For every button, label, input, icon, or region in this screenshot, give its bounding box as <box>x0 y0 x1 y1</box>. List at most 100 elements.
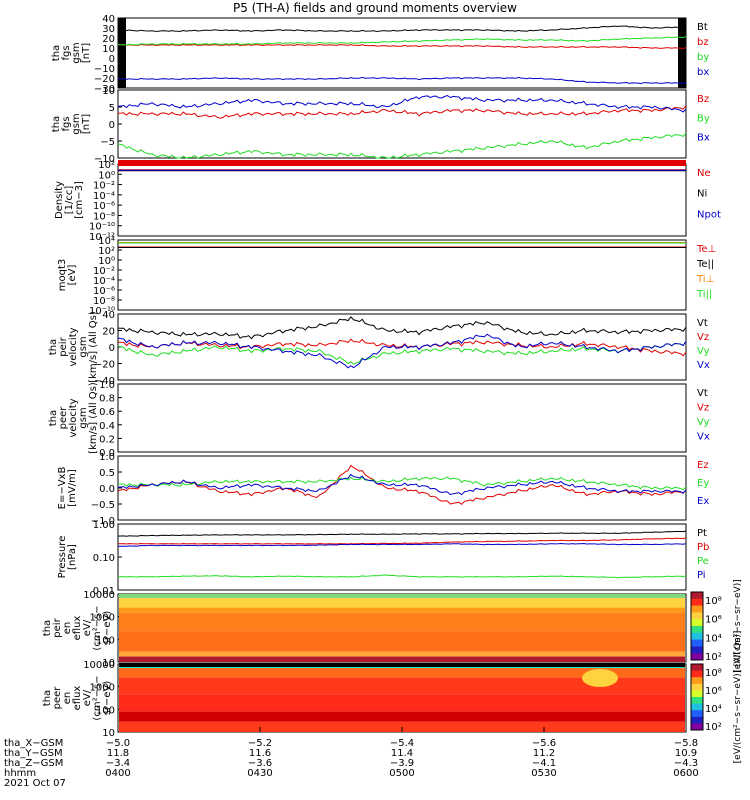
y-axis-label: [mV/m] <box>67 469 78 507</box>
y-tick-label: 10 <box>102 728 115 739</box>
series-line-By <box>117 132 687 159</box>
y-tick-label: 0.2 <box>99 434 115 445</box>
y-axis-label: eV/ <box>82 689 93 706</box>
series-line-bz <box>118 43 687 50</box>
legend-Vx: Vx <box>697 432 710 443</box>
spectrogram-band <box>119 598 685 608</box>
colorbar: 10⁸ 10⁶ 10⁴ 10² [eV/(cm²−s−sr−eV)] <box>690 579 743 673</box>
panel-frame <box>117 163 687 237</box>
panel-2: 10 5 0 −5 −10 tha fgs gsm [nT] Bz By Bx <box>51 86 710 165</box>
y-tick-label: −10 <box>94 64 115 75</box>
y-axis-label: en <box>62 622 73 635</box>
legend-Vt: Vt <box>697 318 708 329</box>
legend-Vz: Vz <box>697 332 709 343</box>
legend-Ti||: Ti|| <box>696 289 712 300</box>
spectrogram-band <box>119 656 685 662</box>
y-tick-label: 20 <box>102 327 115 338</box>
colorbar-swatch <box>691 697 703 705</box>
y-tick-label: 40 <box>102 14 115 25</box>
y-axis-label: [1/cc] <box>64 186 75 215</box>
colorbar-frame <box>690 591 704 661</box>
x-tick-label: −5.2 <box>248 738 272 749</box>
y-tick-label: −10 <box>94 154 115 165</box>
data-gap-bar <box>678 18 686 88</box>
colorbar-label: [eV/(cm²−s−sr−eV)] (All Qs)] <box>733 631 743 764</box>
x-tick-label: −5.6 <box>532 738 556 749</box>
panel-frame <box>117 455 687 521</box>
y-axis-label: eflux <box>72 616 83 641</box>
legend-Ex: Ex <box>697 496 709 507</box>
legend-Npot: Npot <box>697 209 721 220</box>
series-line-by <box>117 36 687 46</box>
y-axis-label: [cm−3] <box>74 181 85 219</box>
series-line-Ez <box>117 464 687 505</box>
y-tick-label: 0.01 <box>93 586 115 597</box>
y-tick-label: 20 <box>102 34 115 45</box>
y-tick-label: 10⁻² <box>93 181 115 192</box>
x-tick-label: −3.4 <box>106 758 130 769</box>
legend-Bx: Bx <box>697 133 710 144</box>
spectrogram-band <box>119 631 685 652</box>
y-tick-label: 10 <box>102 44 115 55</box>
colorbar-tick-label: 10⁶ <box>705 686 722 697</box>
legend-Ey: Ey <box>697 478 709 489</box>
x-tick-label: 0530 <box>531 768 556 779</box>
y-tick-label: 0 <box>109 54 115 65</box>
legend-Vx: Vx <box>697 360 710 371</box>
x-row-label: hhmm <box>4 768 36 779</box>
x-tick-label: −4.3 <box>674 758 698 769</box>
legend-Pi: Pi <box>697 570 706 581</box>
legend-Bz: Bz <box>697 94 709 105</box>
colorbar-swatch <box>691 612 703 620</box>
legend-bz: bz <box>697 37 709 48</box>
y-tick-label: 1000 <box>90 683 115 694</box>
legend-Vt: Vt <box>697 388 708 399</box>
y-tick-label: 10 <box>102 658 115 669</box>
colorbar-tick-label: 10² <box>705 722 722 733</box>
y-axis-label: Pressure <box>57 536 68 579</box>
x-tick-label: −3.9 <box>390 758 414 769</box>
x-tick-label: 10.9 <box>675 748 697 759</box>
colorbar-swatch <box>691 723 703 731</box>
spectrogram-band <box>119 721 685 732</box>
y-axis-label: fgs <box>61 45 72 60</box>
spectrogram-band <box>119 613 685 632</box>
colorbar-swatch <box>691 653 703 661</box>
y-tick-label: 5 <box>109 103 115 114</box>
spectrogram-band <box>119 607 685 614</box>
series-line-Bz <box>117 105 687 119</box>
panel-7: 1.0 0.5 0.0 −0.5 −1.0 E=−VxB [mV/m] Ez Ey Ex <box>57 452 709 527</box>
colorbar-swatch <box>691 703 703 711</box>
y-tick-label: 0.6 <box>99 407 115 418</box>
y-tick-label: 10⁴ <box>98 236 115 247</box>
x-tick-label: 0400 <box>105 768 130 779</box>
legend-Bt: Bt <box>697 22 708 33</box>
colorbar-swatch <box>691 664 703 672</box>
spectrogram-band <box>119 594 685 599</box>
panel-10: 10000 1000 100 10 tha peer en eflux eV/(cm²−s− sr… <box>42 631 743 764</box>
panel-frame <box>117 17 687 89</box>
y-axis-label: moqt3 <box>57 259 68 292</box>
legend-Te⊥: Te⊥ <box>696 244 716 255</box>
y-axis-label: [km/s] (All Qs) <box>88 311 99 383</box>
spectrogram-band <box>119 711 685 722</box>
x-tick-label: 0600 <box>673 768 698 779</box>
x-row-label: tha_X−GSM <box>4 738 63 749</box>
y-axis-label: gsm <box>71 42 82 63</box>
x-tick-label: −5.4 <box>390 738 414 749</box>
series-line-Bx <box>117 94 687 113</box>
y-axis-label: tha <box>42 690 53 706</box>
colorbar-tick-label: 10⁴ <box>705 633 722 644</box>
legend-Vz: Vz <box>697 403 709 414</box>
panel-3: 10²10⁰10⁻²10⁻⁴10⁻⁶10⁻⁸10⁻¹⁰10⁻¹²Density[… <box>54 160 721 243</box>
y-axis-label: peir <box>58 336 69 356</box>
y-axis-label: sr−eV) <box>102 611 113 646</box>
colorbar-tick-label: 10² <box>705 652 722 663</box>
spectrogram-band <box>119 651 685 657</box>
series-line-Pt <box>117 530 687 537</box>
y-tick-label: 10000 <box>83 590 115 601</box>
y-tick-label: 1.00 <box>93 520 115 531</box>
